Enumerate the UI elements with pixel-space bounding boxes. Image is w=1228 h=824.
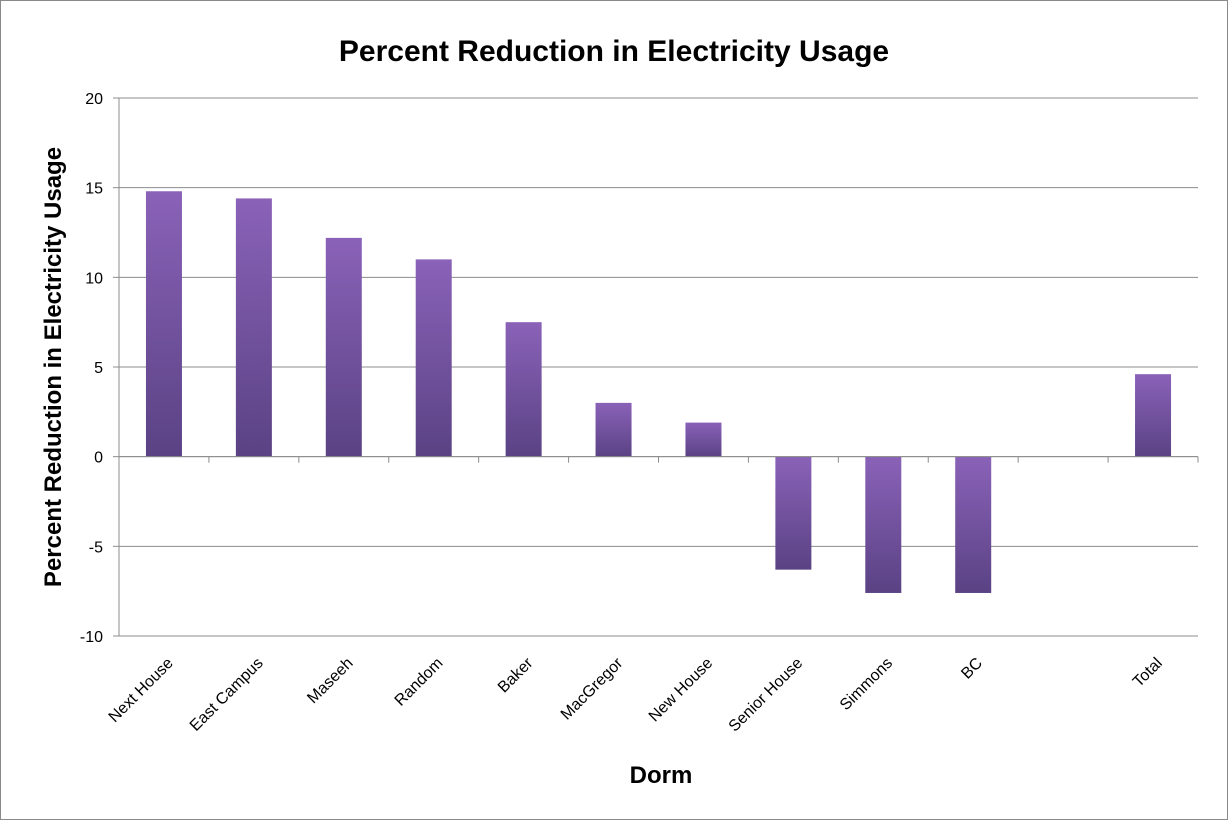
x-tick-label: Random <box>392 655 447 710</box>
x-tick-label: BC <box>958 655 986 683</box>
x-tick-label: New House <box>646 655 717 726</box>
y-tick-label: 0 <box>94 450 103 467</box>
y-tick-label: -10 <box>80 629 103 646</box>
x-tick-label: East Campus <box>187 655 267 735</box>
bars <box>145 191 1172 593</box>
x-tick-label: Next House <box>106 655 177 726</box>
bar <box>325 237 362 457</box>
x-axis <box>118 98 1199 636</box>
bar <box>505 322 542 457</box>
bar <box>595 402 632 457</box>
x-axis-title: Dorm <box>630 762 693 789</box>
bar <box>415 259 452 457</box>
x-tick-label: Total <box>1130 655 1166 691</box>
bar <box>235 198 272 457</box>
x-tick-label: Simmons <box>837 655 896 714</box>
y-tick-label: 10 <box>85 270 103 287</box>
y-tick-label: 15 <box>85 181 103 198</box>
bar <box>865 456 902 593</box>
x-axis-labels: Next House East Campus Maseeh Random Baker Ma… <box>106 654 1166 735</box>
y-tick-label: 20 <box>85 91 103 108</box>
bar <box>685 422 722 457</box>
bar <box>145 191 182 457</box>
bar <box>955 456 992 593</box>
y-tick-label: -5 <box>89 539 103 556</box>
x-tick-label: Senior House <box>726 655 807 736</box>
gridlines <box>119 97 1198 637</box>
y-axis-ticks: -10 -5 0 5 10 15 20 <box>80 91 119 646</box>
bar <box>775 456 812 570</box>
y-axis-title: Percent Reduction in Electricity Usage <box>40 147 67 587</box>
y-tick-label: 5 <box>94 360 103 377</box>
x-tick-label: MacGregor <box>558 654 627 723</box>
chart-title: Percent Reduction in Electricity Usage <box>339 35 889 68</box>
x-tick-label: Baker <box>495 654 537 696</box>
bar <box>1135 374 1172 457</box>
x-tick-label: Maseeh <box>304 655 356 707</box>
